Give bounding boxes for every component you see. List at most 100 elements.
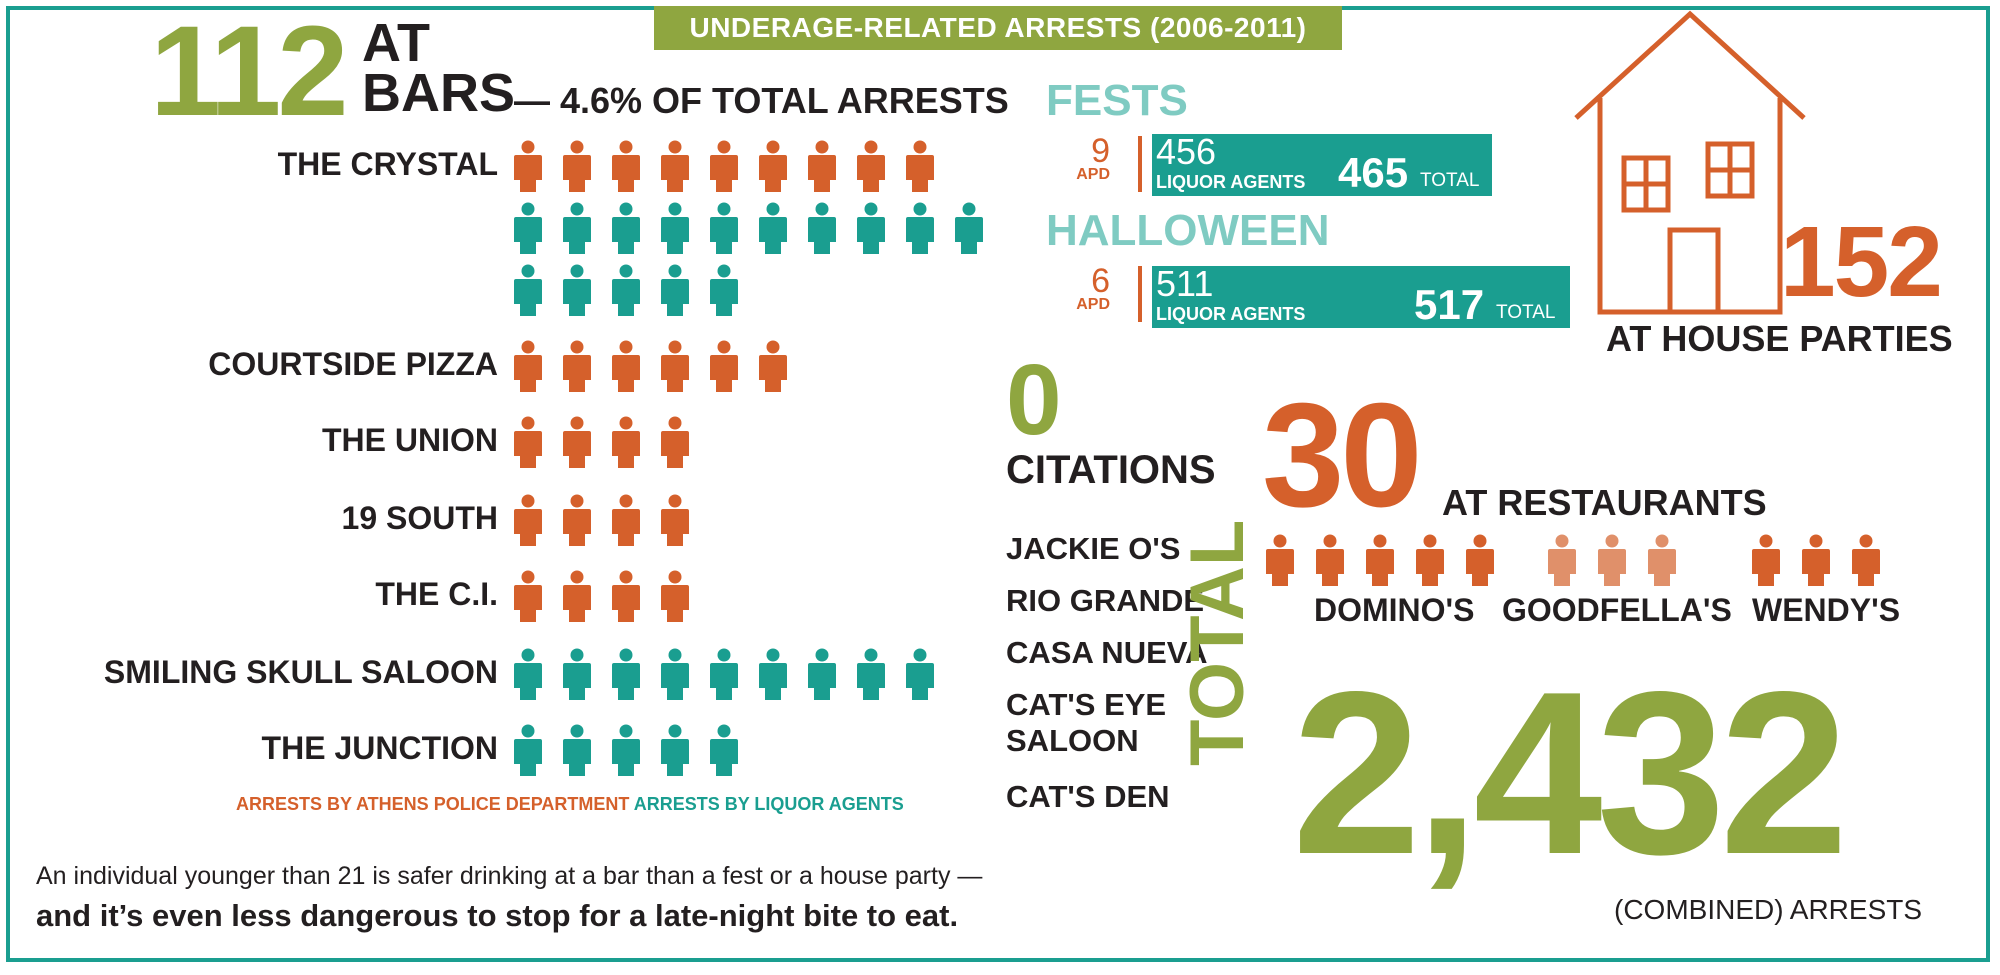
total-number: 2,432 [1292, 644, 1849, 903]
house-label: AT HOUSE PARTIES [1606, 318, 1953, 359]
citations-label: CITATIONS [1006, 448, 1216, 492]
halloween-separator [1138, 266, 1142, 322]
chart-title: UNDERAGE-RELATED ARRESTS (2006-2011) [654, 6, 1342, 50]
person-icon-liquor [661, 724, 689, 776]
citation-place: JACKIE O'S [1006, 531, 1181, 566]
person-icon-restaurant [1266, 534, 1294, 586]
bars-label-line1: AT [362, 13, 430, 73]
person-icon-liquor [759, 202, 787, 254]
person-icon-liquor [563, 264, 591, 316]
person-icon-liquor [710, 202, 738, 254]
person-icon-restaurant [1752, 534, 1780, 586]
fests-liquor-box: 456 LIQUOR AGENTS 465 TOTAL [1152, 134, 1492, 196]
person-icon-liquor [808, 202, 836, 254]
person-icon-restaurant [1366, 534, 1394, 586]
person-icon-liquor [661, 264, 689, 316]
legend: ARRESTS BY ATHENS POLICE DEPARTMENT ARRE… [236, 794, 904, 815]
person-icon-apd [612, 494, 640, 546]
person-icon-liquor [857, 648, 885, 700]
person-icon-liquor [661, 202, 689, 254]
citation-place: RIO GRANDE [1006, 583, 1205, 618]
person-icon-apd [563, 140, 591, 192]
person-icon-liquor [563, 202, 591, 254]
person-icon-apd [563, 494, 591, 546]
person-icon-liquor [612, 264, 640, 316]
citations-number: 0 [1006, 344, 1062, 456]
person-icon-liquor [808, 648, 836, 700]
note-line-1: An individual younger than 21 is safer d… [36, 862, 983, 890]
person-icon-apd [514, 416, 542, 468]
house-icon [1574, 10, 1806, 315]
restaurant-label: GOODFELLA'S [1502, 592, 1732, 628]
person-icon-restaurant [1316, 534, 1344, 586]
bars-total-number: 112 [150, 0, 348, 143]
person-icon-apd [906, 140, 934, 192]
person-icon-liquor [955, 202, 983, 254]
person-icon-liquor [759, 648, 787, 700]
person-icon-apd [563, 340, 591, 392]
person-icon-restaurant [1548, 534, 1576, 586]
person-icon-apd [514, 570, 542, 622]
citation-place: SALOON [1006, 723, 1139, 758]
halloween-apd-number: 6 [1091, 262, 1110, 300]
person-icon-apd [857, 140, 885, 192]
legend-liquor: ARRESTS BY LIQUOR AGENTS [633, 794, 904, 814]
fests-total-label: TOTAL [1420, 170, 1480, 191]
person-icon-apd [612, 140, 640, 192]
halloween-apd: 6 APD [1070, 262, 1110, 314]
person-icon-apd [563, 416, 591, 468]
note-line-2: and it’s even less dangerous to stop for… [36, 898, 959, 933]
bar-category-label: THE C.I. [375, 576, 498, 612]
person-icon-liquor [857, 202, 885, 254]
person-icon-apd [661, 570, 689, 622]
bar-category-label: SMILING SKULL SALOON [103, 654, 498, 690]
legend-apd: ARRESTS BY ATHENS POLICE DEPARTMENT [236, 794, 630, 814]
restaurants-number: 30 [1262, 373, 1423, 538]
person-icon-liquor [906, 202, 934, 254]
fests-liquor-label: LIQUOR AGENTS [1156, 172, 1306, 192]
person-icon-apd [612, 416, 640, 468]
person-icon-apd [661, 494, 689, 546]
restaurant-label: DOMINO'S [1314, 592, 1475, 628]
halloween-liquor-label: LIQUOR AGENTS [1156, 304, 1306, 324]
halloween-apd-label: APD [1076, 296, 1110, 313]
fests-separator [1138, 136, 1142, 192]
house-door [1667, 227, 1721, 312]
person-icon-liquor [710, 724, 738, 776]
restaurants-label: AT RESTAURANTS [1442, 482, 1767, 523]
halloween-liquor-number: 511 [1156, 263, 1214, 304]
fests-heading: FESTS [1046, 76, 1188, 125]
halloween-liquor-box: 511 LIQUOR AGENTS 517 TOTAL [1152, 266, 1570, 328]
total-word: TOTAL [1175, 519, 1260, 766]
person-icon-restaurant [1466, 534, 1494, 586]
fests-apd-number: 9 [1091, 132, 1110, 170]
person-icon-apd [759, 140, 787, 192]
bar-category-label: 19 SOUTH [341, 500, 498, 536]
person-icon-liquor [514, 202, 542, 254]
bars-percent: — 4.6% OF TOTAL ARRESTS [514, 80, 1009, 121]
person-icon-apd [612, 340, 640, 392]
person-icon-apd [710, 140, 738, 192]
house-roof [1574, 10, 1806, 120]
person-icon-apd [808, 140, 836, 192]
house-number: 152 [1780, 206, 1943, 318]
person-icon-apd [514, 494, 542, 546]
person-icon-apd [661, 340, 689, 392]
fests-total-number: 465 [1338, 149, 1409, 196]
bar-category-label: THE JUNCTION [261, 730, 498, 766]
person-icon-restaurant [1648, 534, 1676, 586]
person-icon-apd [514, 340, 542, 392]
person-icon-apd [563, 570, 591, 622]
person-icon-restaurant [1852, 534, 1880, 586]
person-icon-liquor [906, 648, 934, 700]
person-icon-apd [710, 340, 738, 392]
halloween-total-number: 517 [1414, 281, 1485, 328]
citation-place: CAT'S DEN [1006, 779, 1170, 814]
person-icon-liquor [563, 648, 591, 700]
bars-label-line2: BARS [362, 63, 516, 123]
citation-place: CAT'S EYE [1006, 687, 1167, 722]
person-icon-restaurant [1416, 534, 1444, 586]
person-icon-liquor [612, 724, 640, 776]
person-icon-liquor [563, 724, 591, 776]
person-icon-liquor [514, 648, 542, 700]
